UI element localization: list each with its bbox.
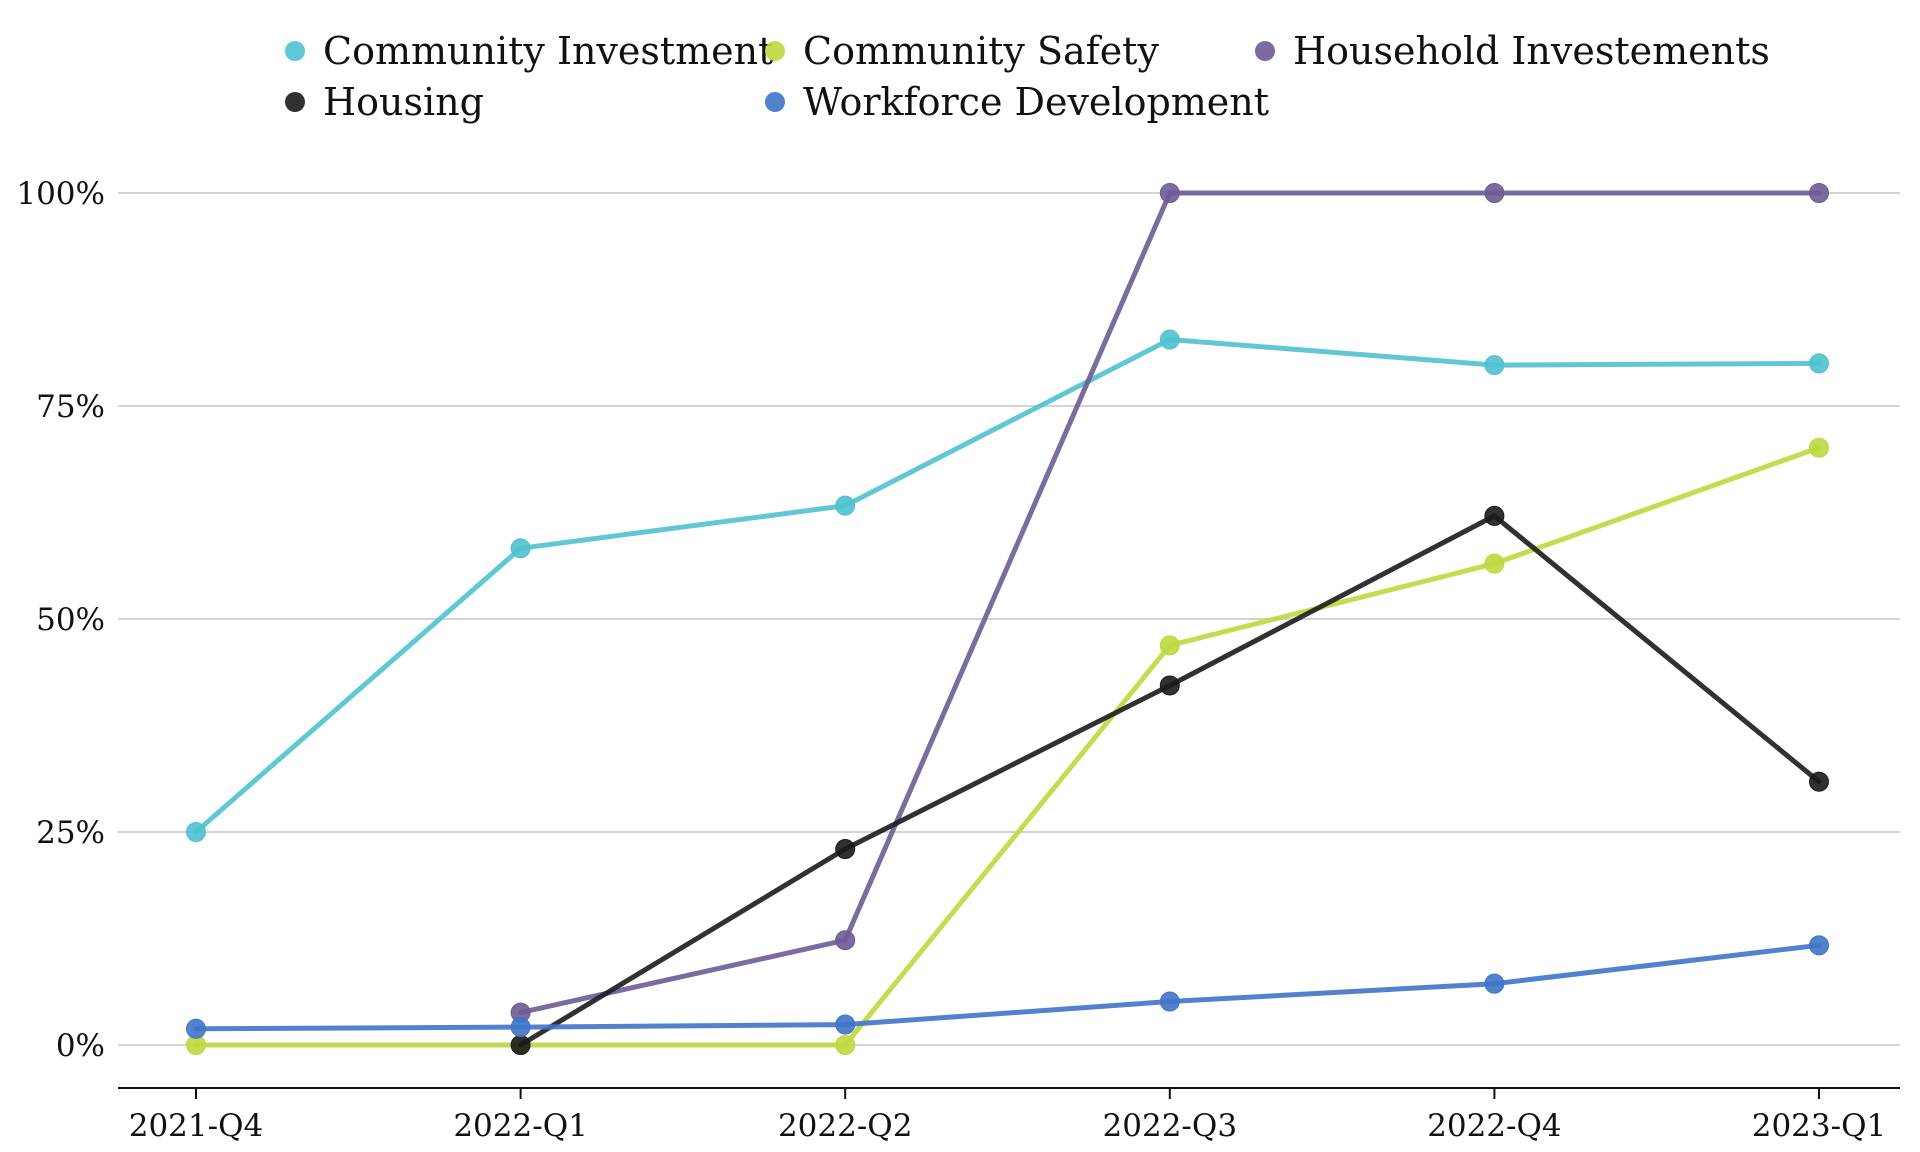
legend-marker (1255, 41, 1275, 61)
x-tick-label: 2022-Q3 (1103, 1108, 1238, 1144)
data-point-community-investment (1484, 355, 1505, 376)
legend-marker (765, 92, 785, 112)
x-tick-label: 2023-Q1 (1752, 1108, 1887, 1144)
y-tick-label: 100% (16, 176, 105, 212)
data-point-household-investements (835, 930, 856, 951)
legend-label: Community Investment (323, 29, 773, 73)
data-point-workforce-development (1159, 991, 1180, 1012)
legend-item-housing: Housing (285, 80, 484, 124)
data-point-housing (510, 1035, 531, 1055)
data-point-workforce-development (510, 1017, 531, 1038)
legend-marker (285, 92, 305, 112)
data-point-household-investements (1159, 183, 1180, 203)
series-layer (186, 183, 1829, 1055)
data-point-workforce-development (186, 1018, 206, 1039)
data-point-community-safety (1809, 437, 1829, 458)
legend-marker (765, 41, 785, 61)
y-tick-label: 75% (36, 389, 105, 425)
data-point-community-safety (835, 1035, 856, 1055)
legend-label: Workforce Development (803, 80, 1269, 124)
data-point-housing (1159, 675, 1180, 696)
legend-label: Housing (323, 80, 484, 124)
legend-label: Community Safety (803, 29, 1159, 73)
data-point-community-investment (835, 495, 856, 516)
x-axis: 2021-Q4 2022-Q1 2022-Q2 2022-Q3 2022-Q4 2023-… (118, 1087, 1900, 1144)
legend-label: Household Investements (1293, 29, 1770, 73)
series-housing (510, 505, 1829, 1055)
data-point-household-investements (1484, 183, 1505, 203)
data-point-community-safety (1484, 553, 1505, 574)
series-line-community-investment (193, 337, 1822, 835)
y-tick-label: 25% (36, 815, 105, 851)
legend-item-workforce-development: Workforce Development (765, 80, 1269, 124)
series-line-household-investements (518, 190, 1822, 1016)
data-point-household-investements (1809, 183, 1829, 203)
legend-item-community-safety: Community Safety (765, 29, 1159, 73)
legend-marker (285, 41, 305, 61)
data-point-housing (835, 839, 856, 860)
data-point-community-investment (1159, 329, 1180, 350)
data-point-community-investment (186, 822, 206, 842)
legend: Community Investment Community Safety Hous… (285, 29, 1770, 124)
data-point-housing (1809, 771, 1829, 792)
series-community-investment (186, 329, 1829, 842)
y-tick-label: 50% (36, 602, 105, 638)
gridlines (118, 192, 1900, 1046)
series-line-housing (518, 513, 1822, 1048)
series-community-safety (186, 437, 1829, 1055)
legend-item-community-investment: Community Investment (285, 29, 773, 73)
series-household-investements (510, 183, 1829, 1023)
data-point-community-safety (1159, 635, 1180, 656)
x-tick-label: 2022-Q1 (453, 1108, 588, 1144)
data-point-community-investment (1809, 353, 1829, 374)
data-point-workforce-development (835, 1014, 856, 1035)
data-point-housing (1484, 505, 1505, 526)
y-tick-label: 0% (56, 1028, 105, 1064)
series-line-workforce-development (193, 942, 1822, 1032)
y-axis: 0% 25% 50% 75% 100% (16, 176, 105, 1064)
data-point-workforce-development (1484, 973, 1505, 994)
x-tick-label: 2022-Q4 (1427, 1108, 1562, 1144)
series-workforce-development (186, 935, 1829, 1039)
x-tick-label: 2021-Q4 (129, 1108, 264, 1144)
data-point-workforce-development (1809, 935, 1829, 956)
series-line-community-safety (193, 445, 1822, 1048)
data-point-community-investment (510, 538, 531, 559)
legend-item-household-investements: Household Investements (1255, 29, 1770, 73)
x-tick-label: 2022-Q2 (778, 1108, 913, 1144)
